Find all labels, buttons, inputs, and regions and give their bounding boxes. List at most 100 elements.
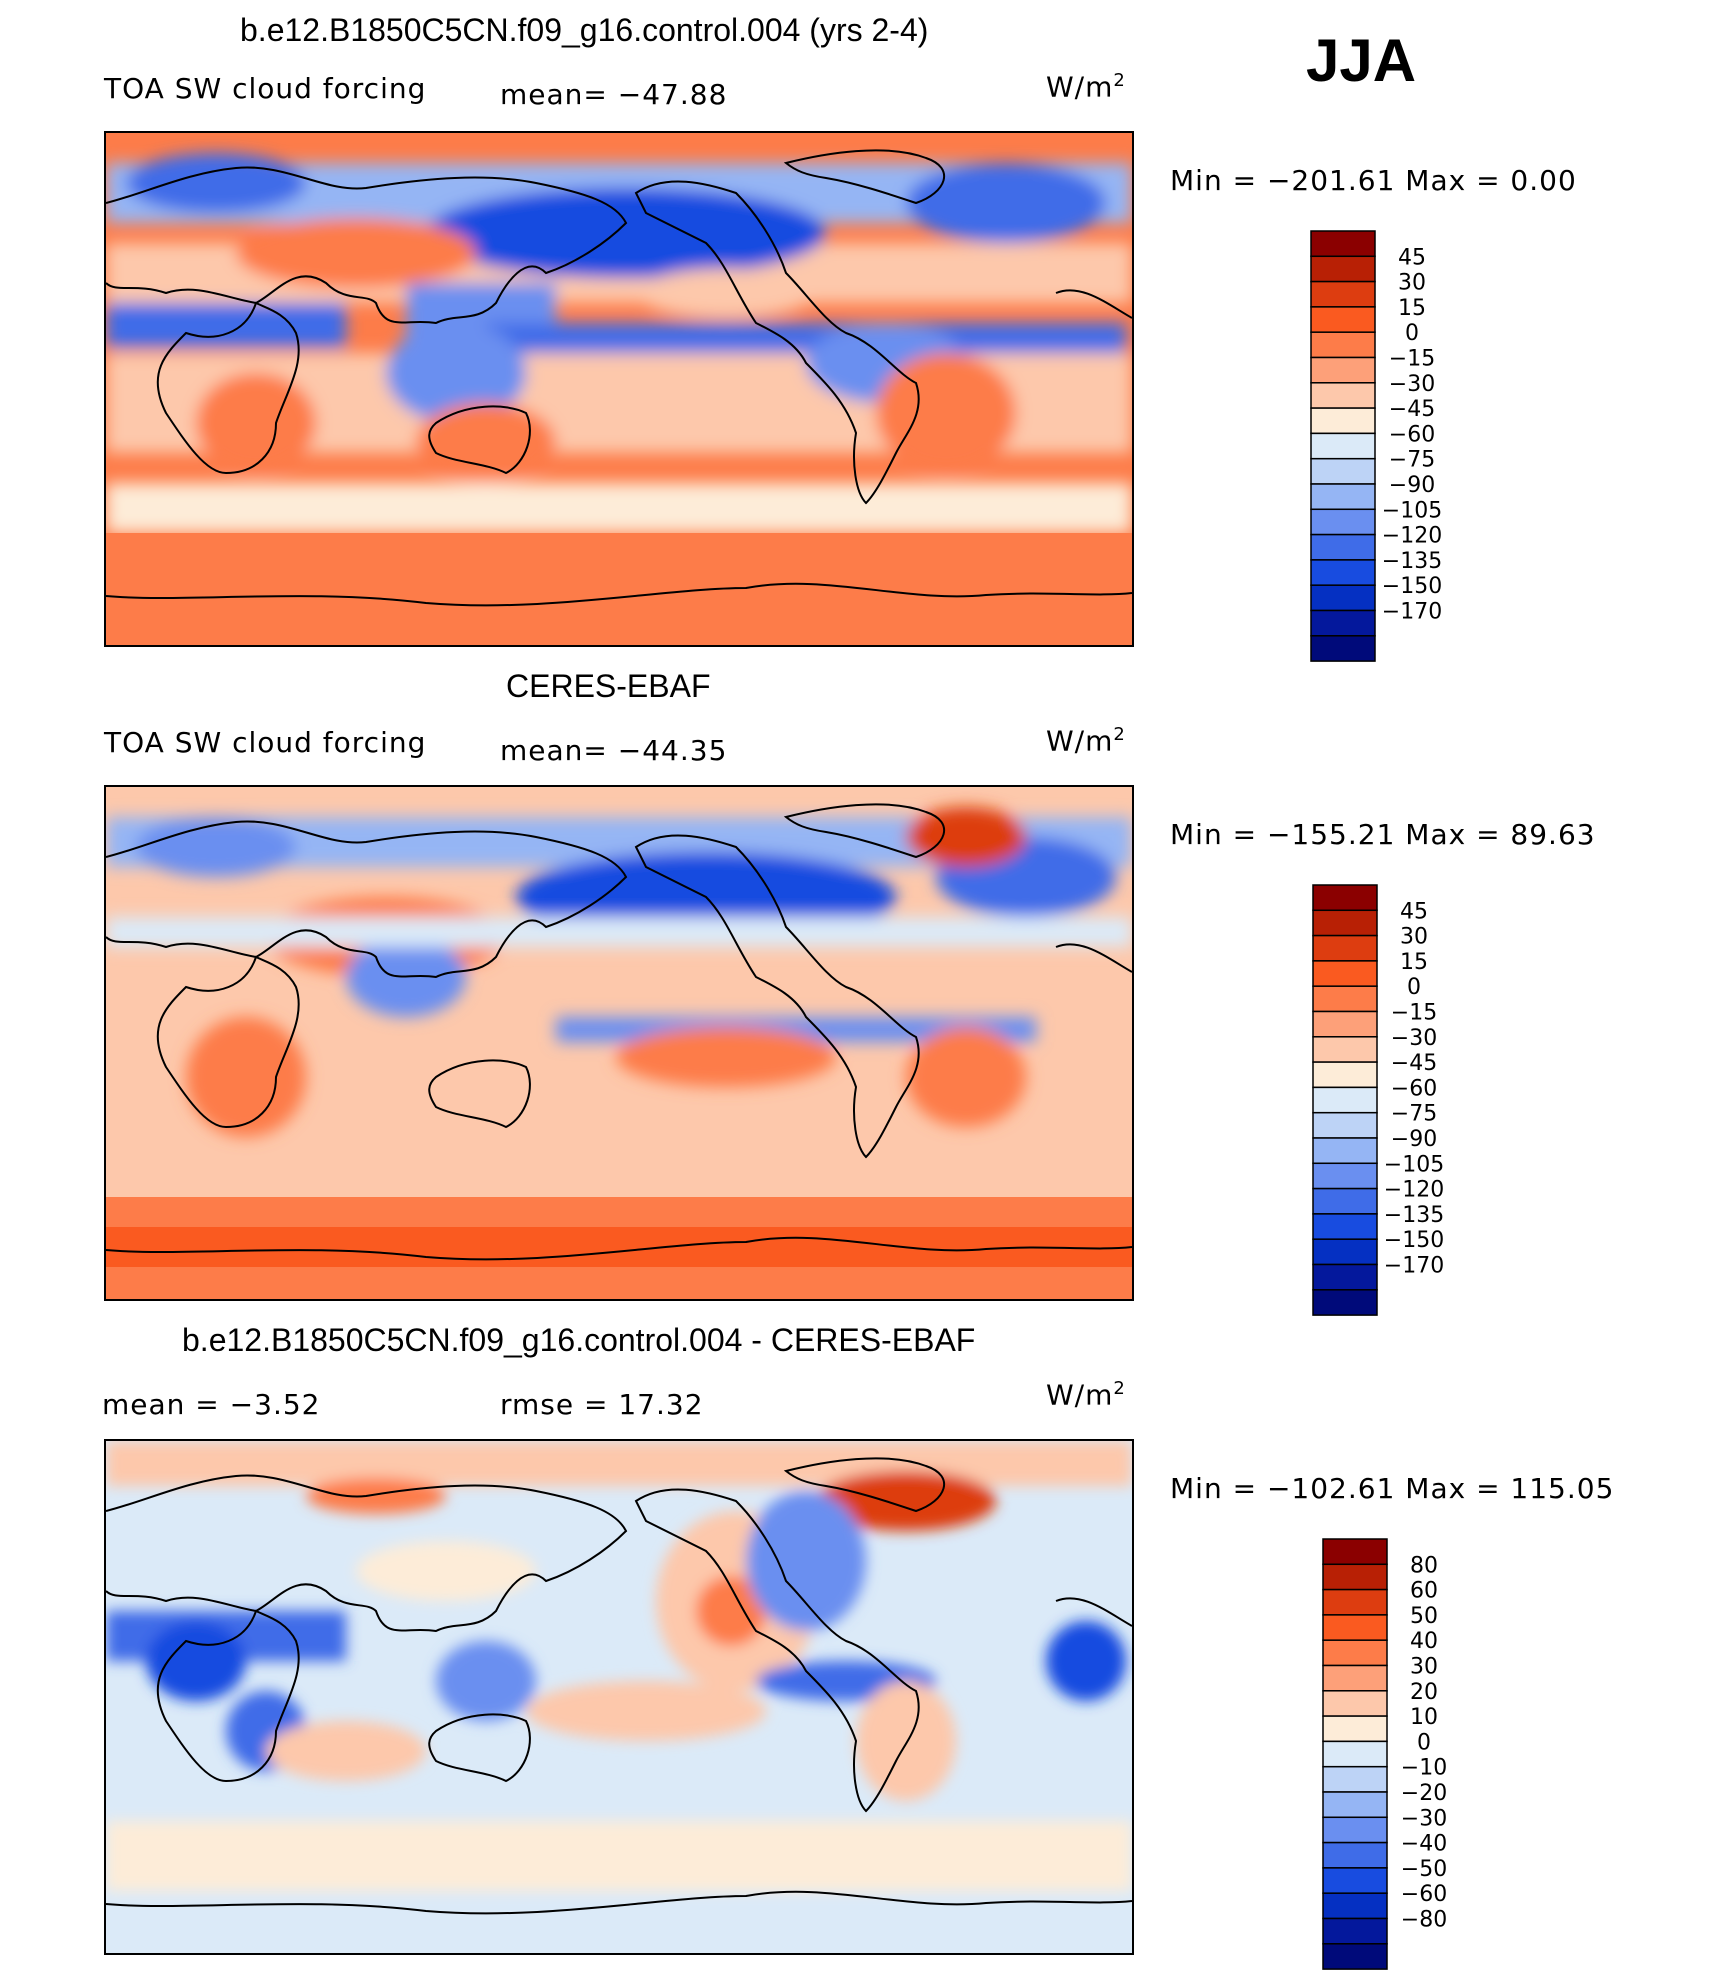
- colorbar-tick-label: −30: [1401, 1806, 1447, 1831]
- colorbar-tick-label: 0: [1417, 1730, 1431, 1755]
- colorbar-tick-label: 30: [1398, 271, 1426, 296]
- panel-2-title: CERES-EBAF: [506, 668, 711, 704]
- colorbar-swatch: [1312, 1061, 1378, 1089]
- colorbar-swatch: [1312, 1162, 1378, 1190]
- colorbar-tick-label: −20: [1401, 1781, 1447, 1806]
- colorbar-tick-label: −120: [1384, 1178, 1444, 1203]
- colorbar-tick-label: −30: [1389, 372, 1435, 397]
- panel-2-left-label: TOA SW cloud forcing: [104, 726, 427, 759]
- colorbar-swatch: [1322, 1664, 1388, 1692]
- colorbar-swatch: [1322, 1791, 1388, 1819]
- colorbar-swatch: [1310, 533, 1376, 561]
- panel-1-mean-label: mean= −47.88: [500, 78, 728, 111]
- panel-3-units: W/m2: [1046, 1378, 1126, 1412]
- colorbar-swatch: [1310, 230, 1376, 258]
- colorbar-tick-label: 45: [1398, 245, 1426, 270]
- panel-2-minmax: Min = −155.21 Max = 89.63: [1170, 818, 1596, 851]
- colorbar-swatch: [1312, 1086, 1378, 1114]
- colorbar-swatch: [1310, 382, 1376, 409]
- panel-3-title: b.e12.B1850C5CN.f09_g16.control.004 - CE…: [182, 1322, 976, 1358]
- colorbar-swatch: [1322, 1715, 1388, 1743]
- colorbar-tick-label: 10: [1410, 1705, 1438, 1730]
- colorbar-tick-label: −15: [1389, 347, 1435, 372]
- colorbar-swatch: [1310, 280, 1376, 308]
- colorbar-tick-label: 30: [1400, 925, 1428, 950]
- colorbar-tick-label: 20: [1410, 1680, 1438, 1705]
- colorbar-tick-label: 0: [1407, 975, 1421, 1000]
- colorbar-swatch: [1322, 1892, 1388, 1920]
- colorbar-swatch: [1312, 1036, 1378, 1063]
- colorbar-swatch: [1322, 1867, 1388, 1894]
- colorbar-tick-label: 15: [1400, 950, 1428, 975]
- colorbar-swatch: [1310, 356, 1376, 384]
- colorbar-swatch: [1322, 1588, 1388, 1616]
- colorbar-tick-label: 50: [1410, 1604, 1438, 1629]
- panel-2-units: W/m2: [1046, 724, 1126, 758]
- colorbar-tick-label: −105: [1382, 498, 1442, 523]
- colorbar-swatch: [1312, 1289, 1378, 1316]
- colorbar-tick-label: −170: [1384, 1254, 1444, 1279]
- colorbar-swatch: [1322, 1740, 1388, 1768]
- colorbar-swatch: [1312, 985, 1378, 1013]
- colorbar-tick-label: −75: [1389, 448, 1435, 473]
- map-panel-3: [104, 1439, 1134, 1955]
- colorbar-swatch: [1322, 1639, 1388, 1667]
- colorbar-tick-label: −75: [1391, 1102, 1437, 1127]
- colorbar-tick-label: −150: [1384, 1228, 1444, 1253]
- colorbar-swatch: [1312, 934, 1378, 962]
- colorbar-swatch: [1312, 960, 1378, 987]
- colorbar-tick-label: −45: [1391, 1051, 1437, 1076]
- colorbar-swatch: [1310, 306, 1376, 333]
- colorbar-swatch: [1322, 1943, 1388, 1970]
- colorbar-swatch: [1312, 1213, 1378, 1240]
- panel-2-colorbar: 45 30 15 0 −15 −30 −45 −60 −75 −90 −105 −120 −135 −15…: [1312, 884, 1512, 1323]
- panel-2-mean-label: mean= −44.35: [500, 734, 728, 767]
- colorbar-tick-label: −120: [1382, 524, 1442, 549]
- season-label: JJA: [1306, 27, 1417, 94]
- colorbar-tick-label: 30: [1410, 1655, 1438, 1680]
- panel-3-colorbar: 80 60 50 40 30 20 10 0 −10 −20 −30 −40 −50 −60 −80: [1322, 1538, 1522, 1977]
- colorbar-swatch: [1310, 407, 1376, 435]
- colorbar-tick-label: 40: [1410, 1629, 1438, 1654]
- colorbar-tick-label: −135: [1384, 1203, 1444, 1228]
- panel-3-minmax: Min = −102.61 Max = 115.05: [1170, 1472, 1615, 1505]
- colorbar-tick-label: −10: [1401, 1756, 1447, 1781]
- colorbar-tick-label: 80: [1410, 1553, 1438, 1578]
- colorbar-tick-label: −90: [1391, 1127, 1437, 1152]
- map-panel-2: [104, 785, 1134, 1301]
- colorbar-tick-label: −60: [1389, 422, 1435, 447]
- colorbar-swatch: [1310, 559, 1376, 586]
- colorbar-swatch: [1310, 432, 1376, 460]
- colorbar-swatch: [1312, 1111, 1378, 1139]
- colorbar-swatch: [1310, 609, 1376, 637]
- colorbar-swatch: [1312, 1263, 1378, 1291]
- colorbar-tick-label: 15: [1398, 296, 1426, 321]
- colorbar-tick-label: −105: [1384, 1152, 1444, 1177]
- panel-1-minmax: Min = −201.61 Max = 0.00: [1170, 164, 1577, 197]
- colorbar-swatch: [1312, 1238, 1378, 1266]
- colorbar-tick-label: −150: [1382, 574, 1442, 599]
- colorbar-swatch: [1322, 1917, 1388, 1945]
- panel-1-left-label: TOA SW cloud forcing: [104, 72, 427, 105]
- panel-3-rmse-label: rmse = 17.32: [500, 1388, 704, 1421]
- colorbar-tick-label: −50: [1401, 1857, 1447, 1882]
- panel-3-mean-label: mean = −3.52: [102, 1388, 321, 1421]
- colorbar-swatch: [1322, 1765, 1388, 1793]
- panel-1-units: W/m2: [1046, 70, 1126, 104]
- colorbar-swatch: [1322, 1690, 1388, 1717]
- colorbar-swatch: [1322, 1816, 1388, 1844]
- colorbar-tick-label: −60: [1391, 1076, 1437, 1101]
- colorbar-swatch: [1310, 255, 1376, 283]
- colorbar-tick-label: 45: [1400, 899, 1428, 924]
- colorbar-swatch: [1310, 508, 1376, 536]
- colorbar-swatch: [1312, 1187, 1378, 1215]
- colorbar-swatch: [1322, 1614, 1388, 1641]
- colorbar-tick-label: −60: [1401, 1882, 1447, 1907]
- map-panel-1: [104, 131, 1134, 647]
- colorbar-swatch: [1310, 331, 1376, 359]
- colorbar-swatch: [1312, 884, 1378, 912]
- panel-1-title: b.e12.B1850C5CN.f09_g16.control.004 (yrs…: [240, 12, 929, 48]
- colorbar-tick-label: −30: [1391, 1026, 1437, 1051]
- colorbar-tick-label: −45: [1389, 397, 1435, 422]
- colorbar-swatch: [1312, 909, 1378, 937]
